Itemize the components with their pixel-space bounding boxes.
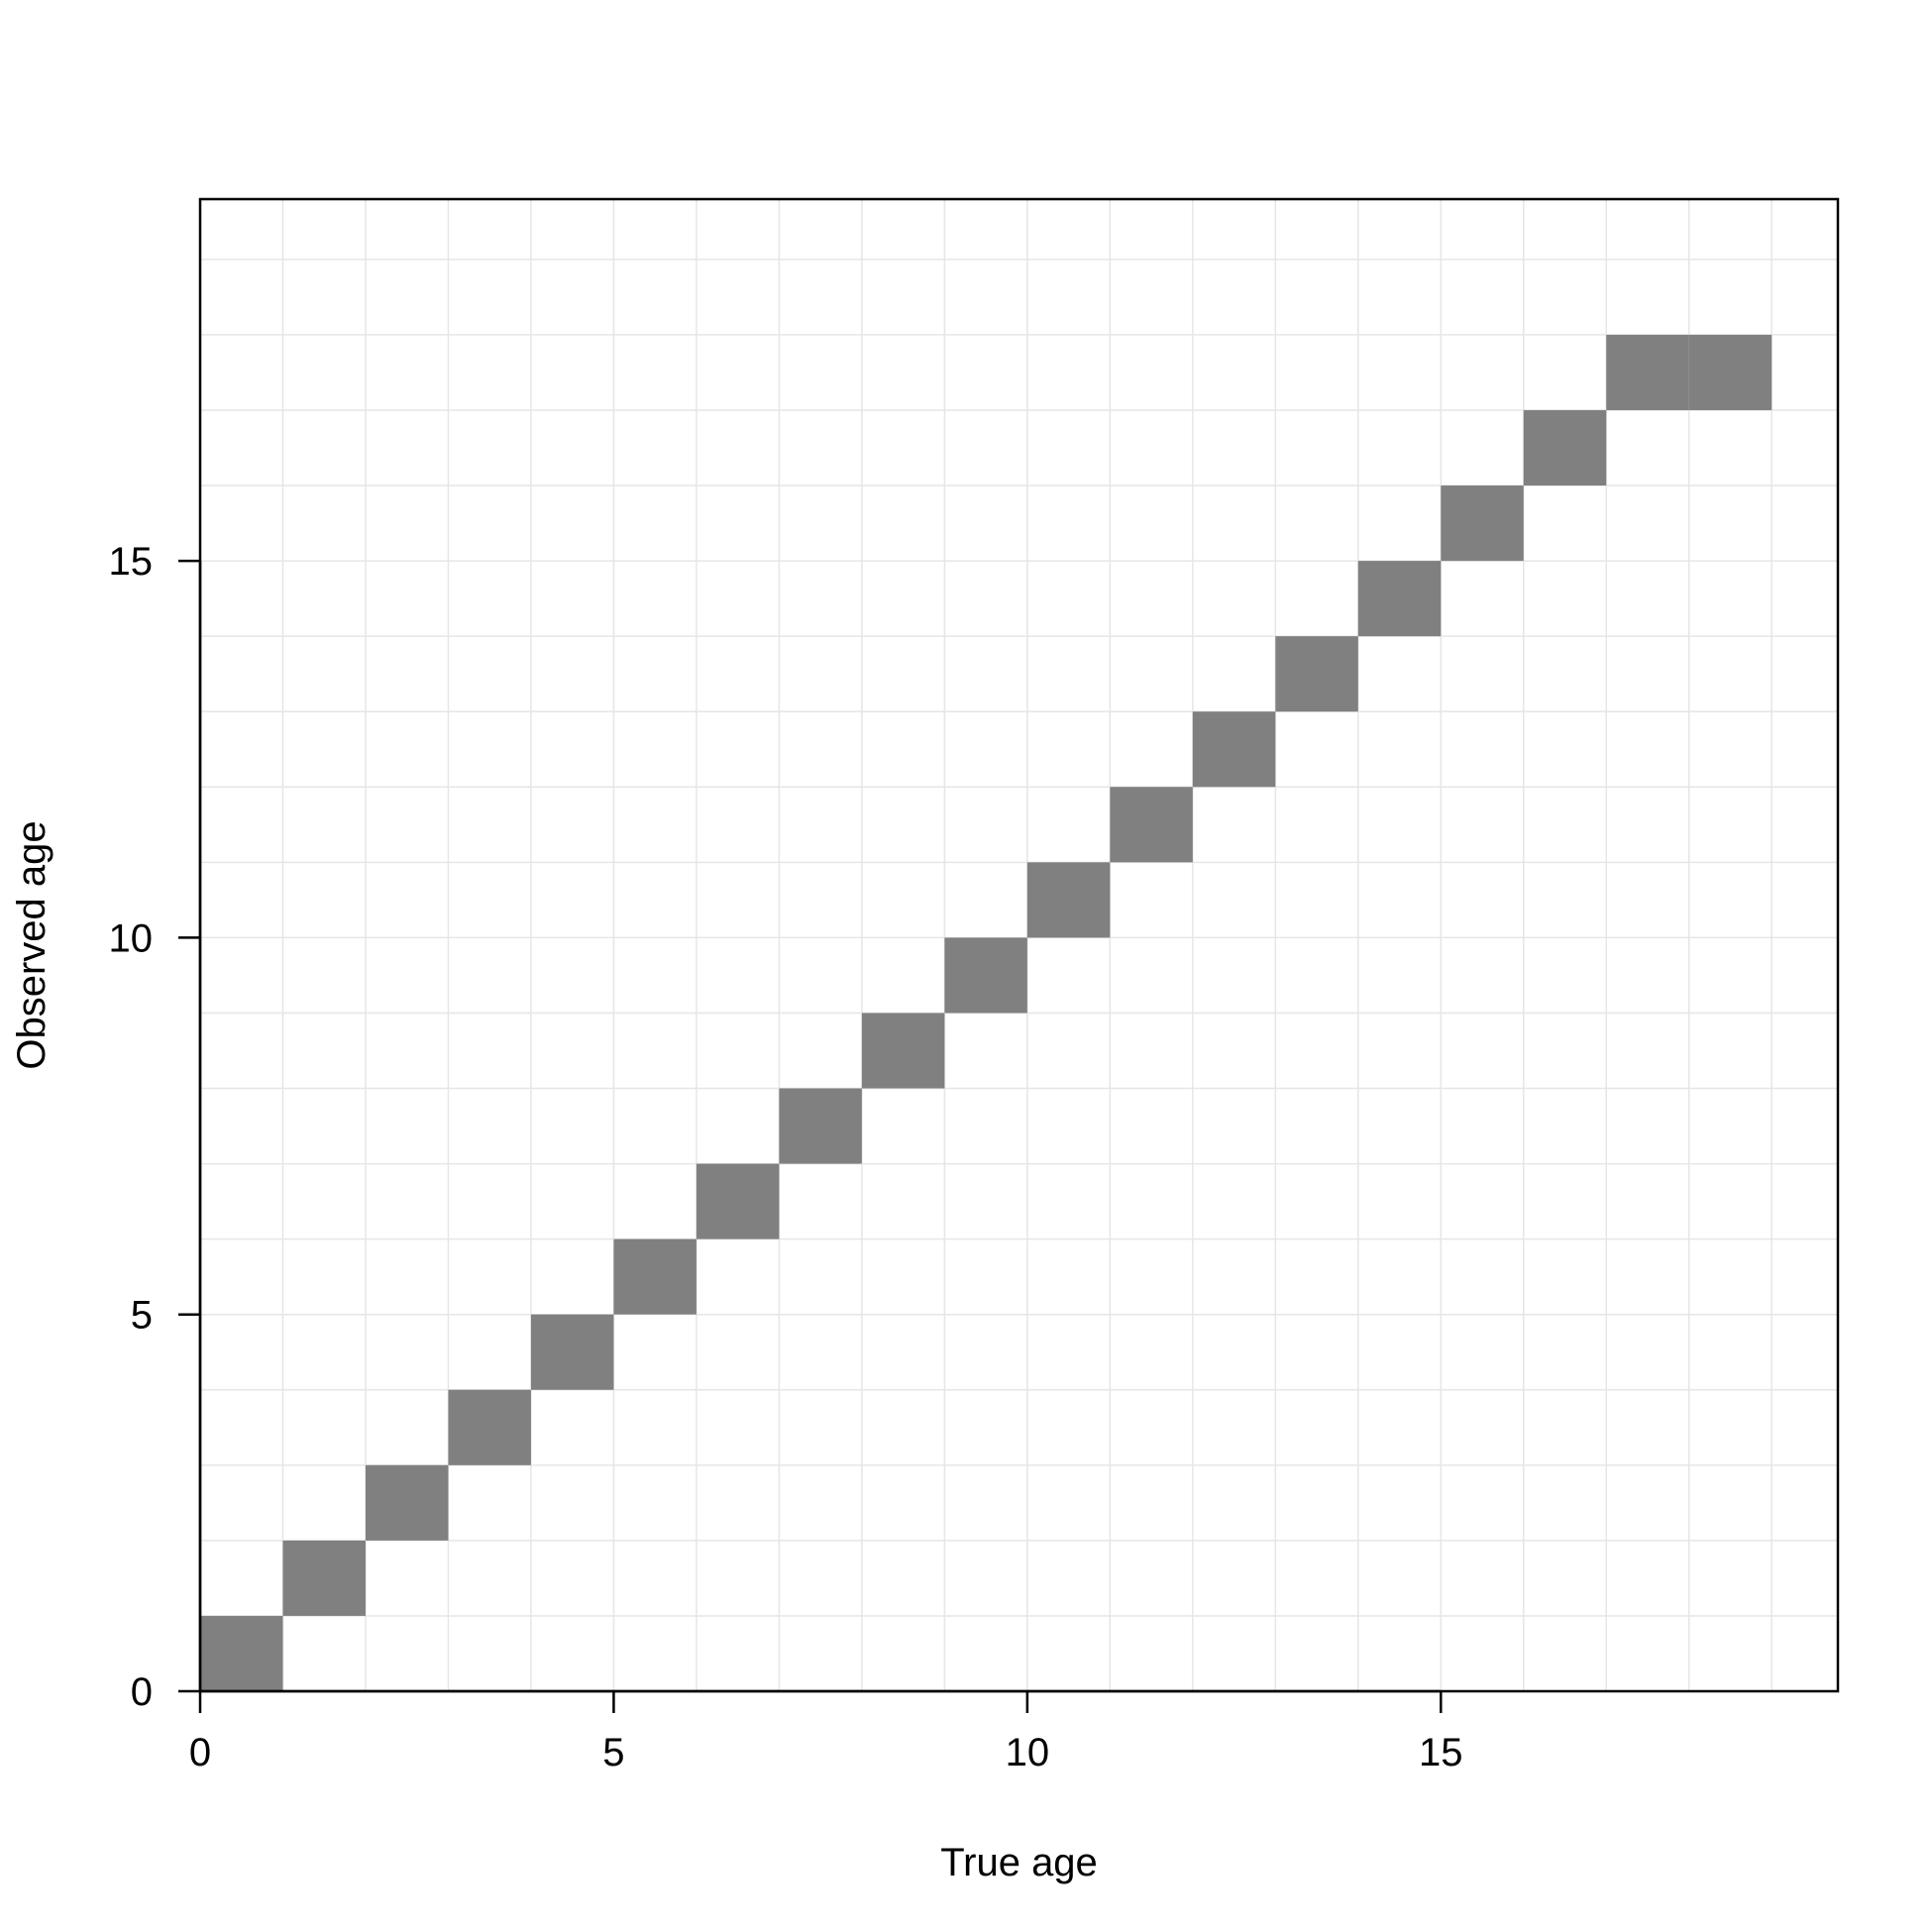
heatmap-cell [1275,636,1358,712]
heatmap-cell [1192,711,1276,788]
heatmap-cell [861,1013,945,1089]
heatmap-cell [779,1088,862,1164]
heatmap-cell [1688,334,1772,410]
x-tick-label: 15 [1419,1731,1463,1774]
y-axis-title: Observed age [10,820,54,1069]
x-tick-label: 0 [189,1731,211,1774]
y-tick-label: 5 [131,1294,153,1338]
x-axis-title: True age [940,1841,1098,1884]
heatmap-cells [200,334,1772,1691]
x-tick-label: 5 [602,1731,624,1774]
y-tick-label: 10 [109,916,154,960]
gridlines [200,199,1838,1691]
x-tick-label: 10 [1006,1731,1050,1774]
y-tick-label: 15 [109,540,154,584]
heatmap-cell [1523,409,1607,486]
heatmap-cell [1026,862,1111,938]
heatmap-cell [1357,561,1442,637]
heatmap-cell [282,1540,366,1616]
heatmap-cell [613,1238,697,1315]
heatmap-cell [1606,334,1689,410]
heatmap-cell [365,1464,449,1541]
heatmap-cell [200,1615,283,1691]
heatmap-cell [530,1314,614,1390]
heatmap-cell [448,1389,531,1465]
heatmap-cell [944,937,1027,1014]
axes: 0 5 10 15 0 5 10 15 [109,540,1463,1774]
y-tick-label: 0 [131,1670,153,1714]
heatmap-cell [696,1163,780,1239]
heatmap-cell [1441,485,1524,562]
heatmap-cell [1110,787,1193,863]
